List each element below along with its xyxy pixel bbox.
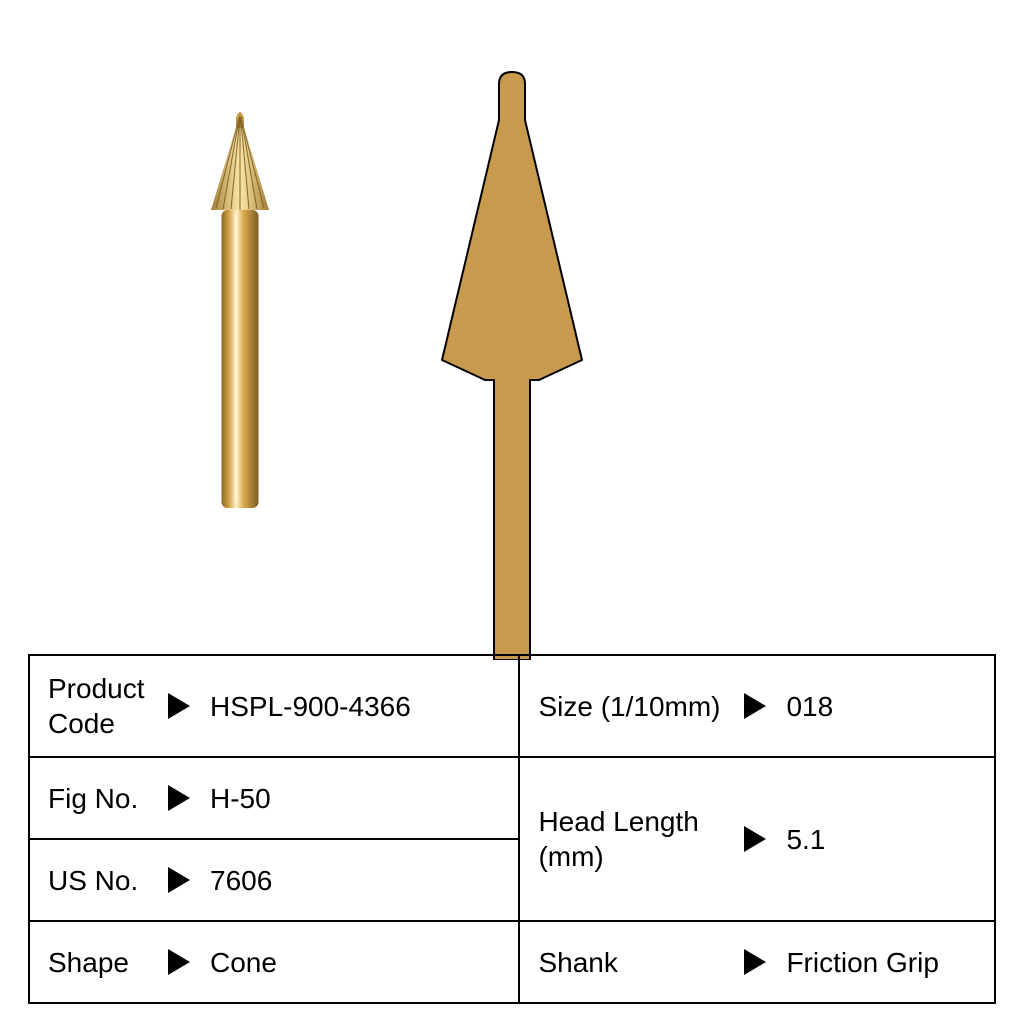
arrow-icon bbox=[160, 693, 198, 719]
arrow-icon bbox=[736, 826, 774, 852]
spec-value: 7606 bbox=[198, 863, 488, 898]
spec-label: Head Length (mm) bbox=[520, 804, 736, 874]
table-cell: Fig No. H-50 bbox=[29, 757, 519, 839]
arrow-icon bbox=[160, 785, 198, 811]
spec-value: 018 bbox=[774, 689, 964, 724]
product-photo bbox=[200, 108, 280, 518]
arrow-icon bbox=[736, 693, 774, 719]
spec-table: Product Code HSPL-900-4366 Size (1/10mm)… bbox=[28, 654, 996, 1004]
spec-value: Cone bbox=[198, 945, 488, 980]
spec-label: Product Code bbox=[30, 671, 160, 741]
spec-value: HSPL-900-4366 bbox=[198, 689, 488, 724]
product-image-area bbox=[0, 0, 1024, 654]
table-cell: Shape Cone bbox=[29, 921, 519, 1003]
table-cell: US No. 7606 bbox=[29, 839, 519, 921]
table-cell: Shank Friction Grip bbox=[519, 921, 995, 1003]
spec-label: Size (1/10mm) bbox=[520, 689, 736, 724]
spec-label: Fig No. bbox=[30, 781, 160, 816]
arrow-icon bbox=[736, 949, 774, 975]
table-cell: Head Length (mm) 5.1 bbox=[519, 757, 995, 921]
spec-value: Friction Grip bbox=[774, 945, 964, 980]
table-cell: Size (1/10mm) 018 bbox=[519, 655, 995, 757]
spec-label: Shape bbox=[30, 945, 160, 980]
arrow-icon bbox=[160, 867, 198, 893]
arrow-icon bbox=[160, 949, 198, 975]
spec-label: Shank bbox=[520, 945, 736, 980]
table-cell: Product Code HSPL-900-4366 bbox=[29, 655, 519, 757]
product-diagram bbox=[432, 70, 592, 660]
spec-label: US No. bbox=[30, 863, 160, 898]
spec-value: 5.1 bbox=[774, 822, 964, 857]
spec-value: H-50 bbox=[198, 781, 488, 816]
